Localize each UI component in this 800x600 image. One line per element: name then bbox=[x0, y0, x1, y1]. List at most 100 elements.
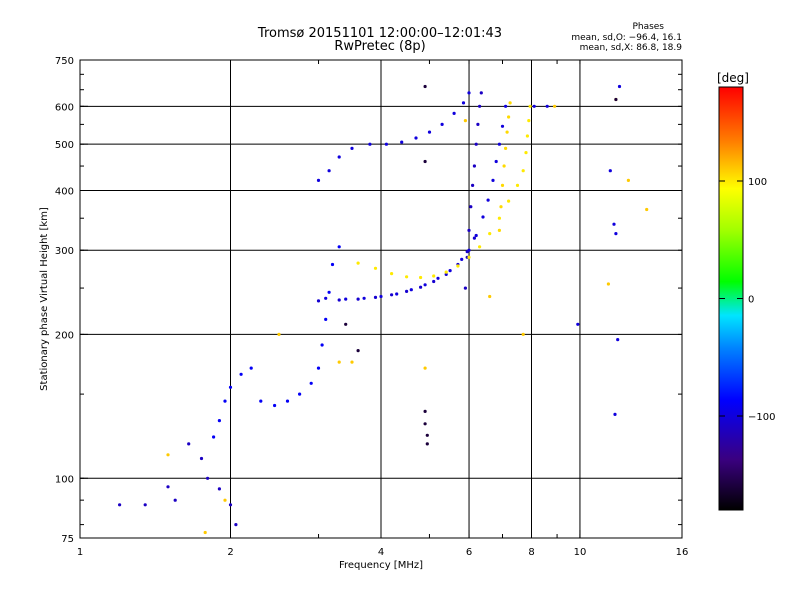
data-point bbox=[471, 183, 475, 187]
data-point bbox=[617, 84, 622, 89]
axis-layer: 1 2 4 6 8 10 16 75 100 200 300 400 500 600 750 bbox=[55, 56, 688, 558]
data-point bbox=[497, 228, 501, 232]
data-point bbox=[212, 435, 216, 439]
data-point bbox=[373, 266, 378, 270]
data-point bbox=[467, 228, 471, 232]
data-point bbox=[350, 360, 354, 364]
data-point bbox=[553, 104, 557, 108]
phases-title: Phases bbox=[632, 22, 664, 32]
data-point bbox=[344, 322, 348, 326]
data-point bbox=[223, 498, 227, 502]
data-point bbox=[423, 409, 427, 413]
data-point bbox=[488, 232, 492, 236]
data-point bbox=[166, 453, 170, 457]
data-point bbox=[505, 130, 509, 134]
data-point bbox=[502, 164, 506, 168]
y-tick-label: 600 bbox=[55, 102, 74, 113]
data-point bbox=[608, 169, 612, 173]
data-point bbox=[362, 296, 366, 300]
data-point bbox=[309, 381, 313, 385]
data-point bbox=[273, 403, 277, 408]
data-point bbox=[463, 286, 467, 290]
x-tick-label: 1 bbox=[77, 547, 83, 558]
data-point bbox=[337, 245, 341, 249]
data-point bbox=[478, 104, 482, 108]
data-point bbox=[528, 104, 532, 108]
data-point bbox=[432, 279, 436, 284]
phases-x-mode: mean, sd,X: 86.8, 18.9 bbox=[579, 43, 682, 53]
phases-panel: Phases mean, sd,O: −96.4, 16.1 mean, sd,… bbox=[571, 22, 682, 54]
data-point bbox=[507, 199, 511, 203]
data-point bbox=[419, 275, 423, 280]
data-point bbox=[217, 419, 221, 423]
data-point bbox=[612, 222, 616, 226]
data-point bbox=[344, 297, 348, 301]
y-tick-label: 300 bbox=[55, 246, 74, 257]
data-point bbox=[316, 299, 321, 303]
data-point bbox=[472, 236, 476, 240]
data-point bbox=[228, 385, 233, 389]
data-point bbox=[456, 264, 460, 268]
x-tick-label: 8 bbox=[528, 547, 534, 558]
data-point bbox=[481, 215, 485, 219]
data-point bbox=[384, 142, 388, 146]
data-point bbox=[206, 476, 210, 480]
data-point bbox=[613, 412, 617, 416]
data-point bbox=[400, 140, 404, 144]
data-point bbox=[405, 275, 409, 279]
data-point bbox=[616, 338, 620, 342]
phases-o-mode: mean, sd,O: −96.4, 16.1 bbox=[571, 32, 682, 43]
data-point bbox=[320, 343, 324, 347]
data-point bbox=[423, 366, 427, 370]
data-point bbox=[491, 178, 495, 182]
data-point bbox=[504, 146, 508, 150]
y-tick-label: 400 bbox=[55, 186, 74, 197]
data-point bbox=[545, 104, 549, 108]
data-point bbox=[478, 245, 482, 249]
data-point bbox=[239, 372, 243, 376]
data-point bbox=[425, 442, 429, 446]
y-axis-label: Stationary phase Virtual Height [km] bbox=[39, 207, 50, 391]
data-point bbox=[444, 272, 448, 276]
colorbar-unit: [deg] bbox=[717, 71, 749, 85]
data-point bbox=[316, 366, 321, 370]
data-point bbox=[486, 198, 490, 202]
data-point bbox=[324, 317, 328, 321]
x-tick-label: 2 bbox=[227, 547, 233, 558]
data-point bbox=[337, 298, 341, 302]
data-point bbox=[452, 111, 456, 115]
data-point bbox=[414, 136, 418, 140]
data-point bbox=[460, 257, 464, 261]
x-axis-label: Frequency [MHz] bbox=[339, 560, 423, 571]
y-tick-label: 750 bbox=[55, 56, 74, 67]
data-point bbox=[285, 399, 290, 403]
y-tick-label: 500 bbox=[55, 140, 74, 151]
data-point bbox=[223, 399, 227, 403]
data-point bbox=[277, 332, 281, 336]
data-point bbox=[259, 399, 263, 403]
data-point bbox=[368, 142, 372, 146]
data-point bbox=[476, 122, 480, 126]
data-point bbox=[423, 159, 427, 164]
x-tick-label: 6 bbox=[466, 547, 472, 558]
data-point bbox=[467, 91, 471, 95]
data-point bbox=[390, 293, 394, 297]
data-point bbox=[515, 183, 520, 187]
data-point bbox=[499, 205, 503, 209]
data-point bbox=[203, 530, 207, 535]
data-point bbox=[187, 442, 191, 446]
data-point bbox=[425, 433, 429, 437]
data-point bbox=[405, 289, 409, 293]
colorbar-ticks: 100 0 −100 bbox=[719, 177, 775, 423]
data-point bbox=[461, 101, 466, 105]
chart-subtitle: RwPretec (8p) bbox=[334, 39, 426, 54]
data-point bbox=[497, 142, 501, 146]
data-point bbox=[525, 134, 530, 138]
x-tick-label: 16 bbox=[676, 547, 689, 558]
y-tick-label: 75 bbox=[61, 534, 74, 545]
data-point bbox=[432, 274, 436, 278]
data-points bbox=[118, 84, 649, 535]
data-point bbox=[465, 250, 469, 254]
data-point bbox=[350, 146, 354, 150]
